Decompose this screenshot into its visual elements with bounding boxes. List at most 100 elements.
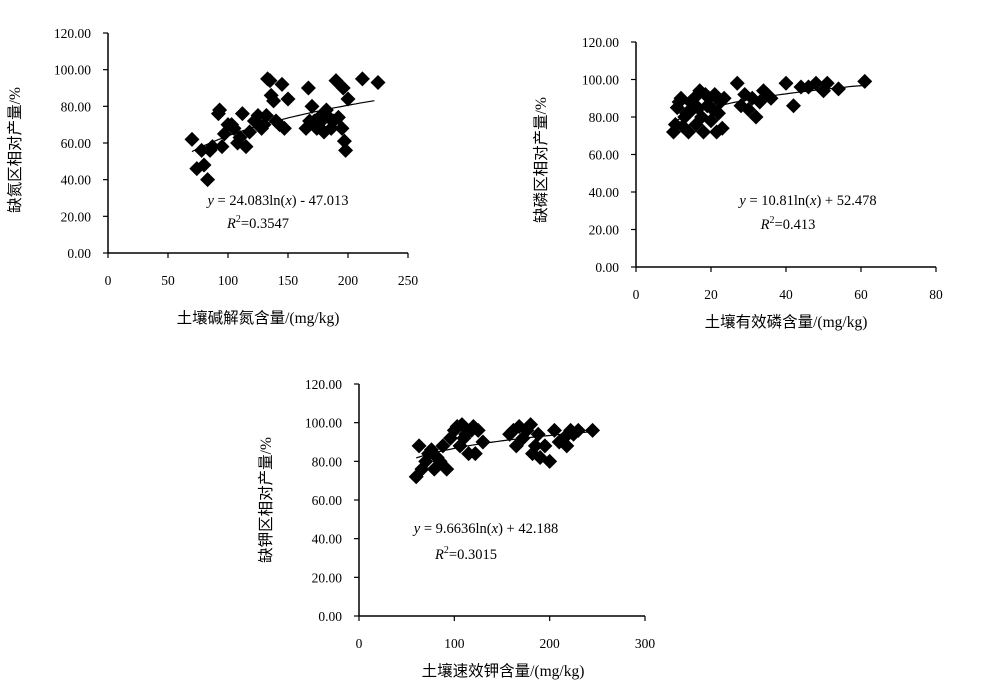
x-tick-label: 20 <box>704 287 718 302</box>
y-tick-label: 40.00 <box>61 173 92 188</box>
x-tick-label: 200 <box>338 273 359 288</box>
data-point <box>857 73 873 89</box>
data-point <box>232 130 248 145</box>
data-point <box>467 446 483 462</box>
data-point <box>212 102 228 118</box>
y-tick-label: 100.00 <box>54 63 91 78</box>
data-point <box>527 438 543 454</box>
data-point <box>439 461 455 477</box>
r-squared: R2=0.3015 <box>434 545 497 563</box>
x-tick-label: 100 <box>218 273 239 288</box>
x-tick-label: 150 <box>278 273 299 288</box>
data-point <box>470 422 486 438</box>
trend-line <box>416 431 593 459</box>
x-axis-label: 土壤有效磷含量/(mg/kg) <box>705 312 868 331</box>
r-squared: R2=0.413 <box>760 215 816 233</box>
trend-equation: y = 10.81ln(x) + 52.478 <box>737 193 876 209</box>
data-point <box>242 124 258 140</box>
data-point <box>831 81 846 97</box>
y-axis-label: 缺钾区相对产量/% <box>257 437 275 563</box>
data-point <box>370 75 386 90</box>
y-tick-label: 80.00 <box>61 99 92 114</box>
y-axis-label: 缺氮区相对产量/% <box>6 87 24 213</box>
data-point <box>300 80 316 96</box>
y-tick-label: 80.00 <box>589 110 620 125</box>
y-tick-label: 60.00 <box>312 493 343 508</box>
y-tick-label: 20.00 <box>61 209 92 224</box>
data-point <box>542 453 558 469</box>
x-tick-label: 40 <box>779 287 793 302</box>
data-point <box>276 120 292 136</box>
x-axis-label: 土壤碱解氮含量/(mg/kg) <box>177 308 340 327</box>
data-point <box>537 438 553 454</box>
data-point <box>729 75 745 91</box>
y-tick-label: 40.00 <box>312 532 343 547</box>
y-tick-label: 120.00 <box>305 377 342 392</box>
data-point <box>748 109 764 125</box>
data-point <box>200 172 216 188</box>
chart-panel-2: 0.00 20.00 40.00 60.00 80.00 100.00 120.00 0 20 4… <box>532 35 943 331</box>
chart-panel-1: 0.00 20.00 40.00 60.00 80.00 100.00 120.00 0 50 1… <box>6 26 418 327</box>
data-point <box>714 120 730 136</box>
y-tick-label: 0.00 <box>67 246 91 261</box>
y-tick-label: 100.00 <box>305 416 342 431</box>
data-point <box>338 142 354 158</box>
y-tick-label: 20.00 <box>312 570 343 585</box>
data-point <box>711 105 726 121</box>
y-axis-label: 缺磷区相对产量/% <box>532 97 550 223</box>
y-tick-label: 40.00 <box>589 185 620 200</box>
data-point <box>336 133 352 149</box>
data-point <box>475 434 491 450</box>
y-tick-label: 60.00 <box>61 136 92 151</box>
trend-equation: y = 24.083ln(x) - 47.013 <box>205 193 348 209</box>
x-tick-label: 80 <box>929 287 943 302</box>
data-point <box>266 93 282 109</box>
data-point <box>411 438 427 454</box>
data-point <box>274 76 290 92</box>
trend-equation: y = 9.6636ln(x) + 42.188 <box>412 521 558 537</box>
chart-panel-3: 0.00 20.00 40.00 60.00 80.00 100.00 120.00 0 100… <box>257 377 655 680</box>
data-point <box>570 422 586 438</box>
data-point <box>334 120 350 136</box>
data-point <box>585 422 601 438</box>
x-tick-label: 300 <box>635 636 656 651</box>
data-point <box>559 438 575 454</box>
y-tick-label: 80.00 <box>312 454 343 469</box>
data-point <box>819 75 835 91</box>
data-point <box>523 417 539 433</box>
data-point <box>335 80 351 96</box>
data-point <box>763 90 779 106</box>
y-tick-label: 60.00 <box>589 148 620 163</box>
x-tick-label: 250 <box>398 273 419 288</box>
data-point <box>258 108 274 123</box>
data-point <box>340 91 356 107</box>
y-tick-label: 0.00 <box>318 609 342 624</box>
data-point <box>786 98 801 114</box>
data-point <box>216 126 232 142</box>
data-point <box>778 75 794 91</box>
data-point <box>214 139 230 155</box>
x-tick-label: 200 <box>540 636 561 651</box>
data-point <box>184 131 200 147</box>
data-point <box>716 90 732 106</box>
y-tick-label: 0.00 <box>595 260 619 275</box>
trend-line <box>191 100 375 153</box>
x-tick-label: 50 <box>161 273 175 288</box>
x-tick-label: 60 <box>854 287 868 302</box>
y-tick-label: 20.00 <box>589 223 620 238</box>
x-tick-label: 0 <box>105 273 112 288</box>
data-point <box>280 91 296 107</box>
data-point <box>250 108 266 123</box>
data-point <box>204 139 220 155</box>
x-tick-label: 0 <box>633 287 640 302</box>
data-point <box>238 139 254 155</box>
data-point <box>196 157 212 173</box>
data-point <box>354 71 370 87</box>
y-tick-label: 100.00 <box>582 73 619 88</box>
x-tick-label: 100 <box>444 636 465 651</box>
data-point <box>530 426 546 442</box>
data-point <box>234 106 250 122</box>
r-squared: R2=0.3547 <box>226 214 289 232</box>
data-point <box>304 98 320 114</box>
